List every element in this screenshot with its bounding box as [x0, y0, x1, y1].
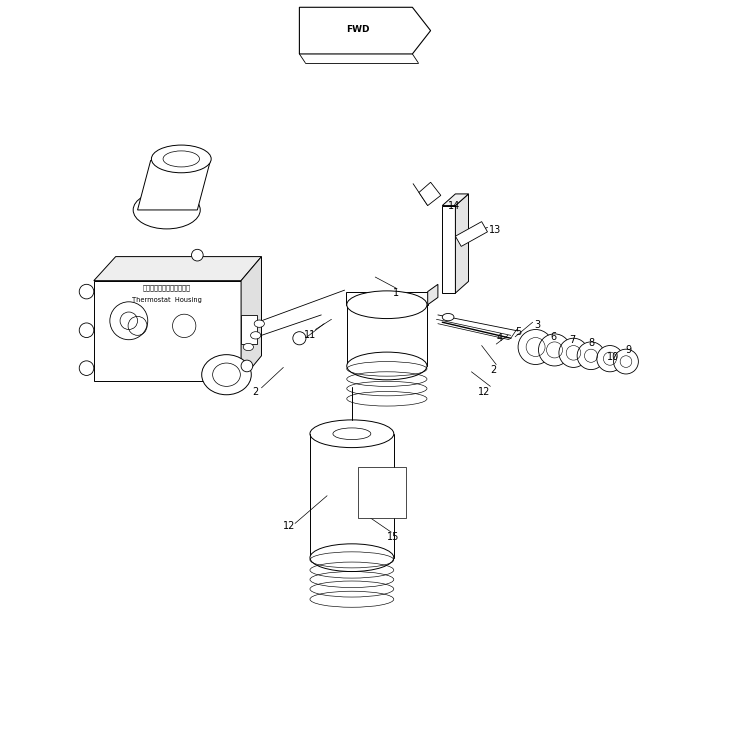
Polygon shape [241, 257, 261, 381]
Polygon shape [358, 467, 406, 518]
Text: 14: 14 [447, 200, 460, 211]
Polygon shape [299, 7, 431, 54]
Text: 8: 8 [588, 338, 594, 348]
Text: サーモスタットハウジング: サーモスタットハウジング [142, 284, 191, 291]
Ellipse shape [243, 343, 253, 351]
Ellipse shape [133, 191, 200, 229]
Ellipse shape [559, 338, 588, 367]
Text: 7: 7 [569, 335, 575, 345]
Ellipse shape [614, 349, 638, 374]
Text: Thermostat  Housing: Thermostat Housing [132, 297, 201, 303]
Text: 2: 2 [253, 387, 258, 397]
Polygon shape [428, 284, 438, 305]
Text: 6: 6 [550, 332, 556, 342]
Polygon shape [456, 194, 469, 293]
Polygon shape [442, 206, 456, 293]
Polygon shape [137, 160, 210, 210]
Text: 11: 11 [304, 330, 315, 340]
Ellipse shape [310, 420, 393, 448]
Ellipse shape [191, 249, 203, 261]
Text: 4: 4 [496, 333, 502, 343]
Text: 12: 12 [478, 387, 491, 397]
Ellipse shape [80, 361, 94, 375]
Polygon shape [241, 315, 257, 344]
Ellipse shape [539, 334, 571, 366]
Ellipse shape [254, 320, 264, 327]
Text: FWD: FWD [346, 26, 369, 34]
Text: 3: 3 [534, 320, 540, 330]
Ellipse shape [250, 332, 261, 339]
Text: 13: 13 [488, 225, 501, 235]
Polygon shape [94, 257, 261, 281]
Ellipse shape [310, 544, 393, 572]
Ellipse shape [293, 332, 306, 345]
Text: 12: 12 [283, 521, 296, 531]
Text: 15: 15 [386, 531, 399, 542]
Text: 10: 10 [607, 352, 619, 362]
Ellipse shape [597, 346, 623, 372]
Polygon shape [94, 281, 241, 381]
Ellipse shape [577, 342, 605, 370]
Ellipse shape [201, 355, 251, 395]
Polygon shape [419, 182, 441, 206]
Polygon shape [442, 194, 469, 206]
Ellipse shape [80, 284, 94, 299]
Ellipse shape [518, 330, 553, 364]
Ellipse shape [151, 145, 211, 173]
Ellipse shape [347, 291, 427, 319]
Ellipse shape [442, 313, 454, 321]
Text: 5: 5 [515, 327, 521, 338]
Polygon shape [456, 222, 488, 246]
Ellipse shape [347, 352, 427, 380]
Ellipse shape [80, 323, 94, 338]
Text: 9: 9 [626, 345, 632, 355]
Text: 2: 2 [490, 365, 496, 375]
Polygon shape [346, 292, 428, 305]
Text: 1: 1 [393, 288, 399, 298]
Ellipse shape [241, 360, 253, 372]
